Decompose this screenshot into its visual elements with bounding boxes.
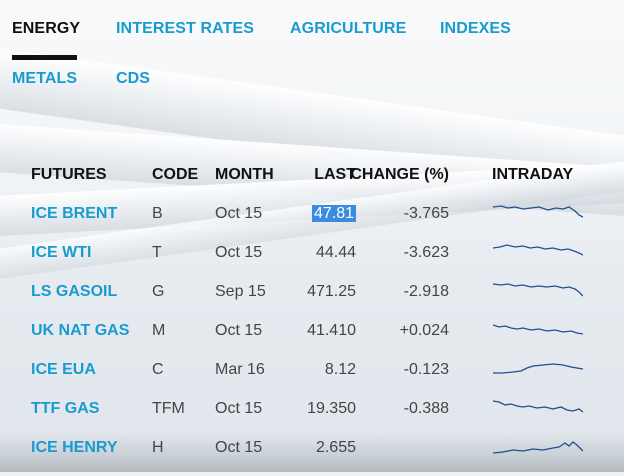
last-cell: 19.350 xyxy=(307,400,356,417)
tab-metals[interactable]: METALS xyxy=(12,70,78,87)
change-cell: -3.623 xyxy=(403,244,449,261)
futures-link[interactable]: LS GASOIL xyxy=(31,283,118,300)
futures-link[interactable]: ICE EUA xyxy=(31,361,96,378)
futures-link[interactable]: UK NAT GAS xyxy=(31,322,130,339)
intraday-sparkline xyxy=(493,363,583,374)
intraday-sparkline xyxy=(493,283,583,297)
tab-agriculture[interactable]: AGRICULTURE xyxy=(290,20,407,37)
month-cell: Oct 15 xyxy=(215,400,263,417)
last-cell: 2.655 xyxy=(315,439,356,456)
tab-cds[interactable]: CDS xyxy=(116,70,151,87)
selected-last-value: 47.81 xyxy=(311,205,356,222)
code-cell: H xyxy=(152,439,164,456)
last-cell: 471.25 xyxy=(307,283,356,300)
month-cell: Oct 15 xyxy=(215,244,263,261)
intraday-sparkline xyxy=(493,205,583,218)
month-cell: Sep 15 xyxy=(215,283,266,300)
change-cell: -0.123 xyxy=(403,361,449,378)
header-month: MONTH xyxy=(215,166,274,183)
header-intraday: INTRADAY xyxy=(492,166,574,183)
futures-link[interactable]: ICE WTI xyxy=(31,244,92,261)
intraday-sparkline xyxy=(493,441,583,454)
intraday-sparkline xyxy=(493,244,583,256)
code-cell: G xyxy=(152,283,165,300)
change-cell: +0.024 xyxy=(399,322,449,339)
last-cell: 47.81 xyxy=(311,203,356,225)
change-cell: -2.918 xyxy=(403,283,449,300)
header-change: CHANGE (%) xyxy=(350,166,449,183)
tab-energy[interactable]: ENERGY xyxy=(12,20,81,37)
header-futures: FUTURES xyxy=(31,166,107,183)
table-row: ICE BRENT B Oct 15 47.81 -3.765 xyxy=(0,203,624,242)
futures-link[interactable]: ICE HENRY xyxy=(31,439,118,456)
table-row: ICE HENRY H Oct 15 2.655 xyxy=(0,437,624,476)
code-cell: C xyxy=(152,361,164,378)
month-cell: Oct 15 xyxy=(215,205,263,222)
futures-link[interactable]: ICE BRENT xyxy=(31,205,118,222)
code-cell: TFM xyxy=(152,400,185,417)
table-row: LS GASOIL G Sep 15 471.25 -2.918 xyxy=(0,281,624,320)
code-cell: T xyxy=(152,244,162,261)
futures-link[interactable]: TTF GAS xyxy=(31,400,100,417)
market-tabs: ENERGY INTEREST RATES AGRICULTURE INDEXE… xyxy=(0,0,624,100)
last-cell: 41.410 xyxy=(307,322,356,339)
month-cell: Oct 15 xyxy=(215,322,263,339)
last-cell: 44.44 xyxy=(315,244,356,261)
month-cell: Mar 16 xyxy=(215,361,265,378)
intraday-sparkline xyxy=(493,400,583,413)
tab-interest-rates[interactable]: INTEREST RATES xyxy=(116,20,255,37)
active-tab-indicator xyxy=(12,55,77,60)
header-last: LAST xyxy=(314,166,356,183)
table-row: UK NAT GAS M Oct 15 41.410 +0.024 xyxy=(0,320,624,359)
table-row: ICE WTI T Oct 15 44.44 -3.623 xyxy=(0,242,624,281)
header-code: CODE xyxy=(152,166,199,183)
table-header: FUTURES CODE MONTH LAST CHANGE (%) INTRA… xyxy=(0,164,624,203)
month-cell: Oct 15 xyxy=(215,439,263,456)
intraday-sparkline xyxy=(493,324,583,335)
tab-indexes[interactable]: INDEXES xyxy=(440,20,511,37)
code-cell: B xyxy=(152,205,163,222)
change-cell: -0.388 xyxy=(403,400,449,417)
last-cell: 8.12 xyxy=(324,361,356,378)
table-row: ICE EUA C Mar 16 8.12 -0.123 xyxy=(0,359,624,398)
change-cell: -3.765 xyxy=(403,205,449,222)
code-cell: M xyxy=(152,322,166,339)
table-row: TTF GAS TFM Oct 15 19.350 -0.388 xyxy=(0,398,624,437)
